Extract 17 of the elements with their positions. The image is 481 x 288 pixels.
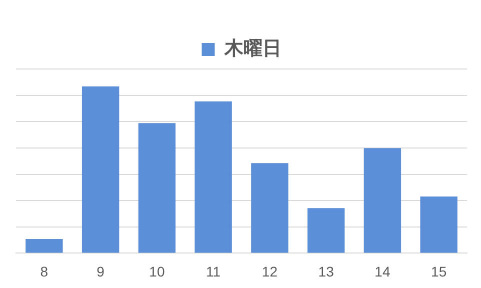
bar (26, 239, 63, 253)
x-tick-label: 13 (318, 263, 334, 280)
bar (420, 196, 458, 253)
bar (364, 148, 402, 253)
legend-label: 木曜日 (223, 37, 282, 60)
x-tick-label: 15 (431, 263, 447, 280)
x-tick-label: 12 (262, 263, 278, 280)
x-tick-label: 11 (206, 263, 221, 280)
x-tick-label: 8 (40, 263, 48, 280)
bar (307, 208, 345, 253)
x-tick-label: 9 (96, 263, 105, 280)
x-tick-label: 14 (374, 263, 390, 280)
bar (194, 101, 232, 253)
bar (251, 163, 288, 253)
x-tick-label: 10 (149, 263, 165, 280)
bar (138, 123, 176, 253)
bar (82, 86, 120, 253)
